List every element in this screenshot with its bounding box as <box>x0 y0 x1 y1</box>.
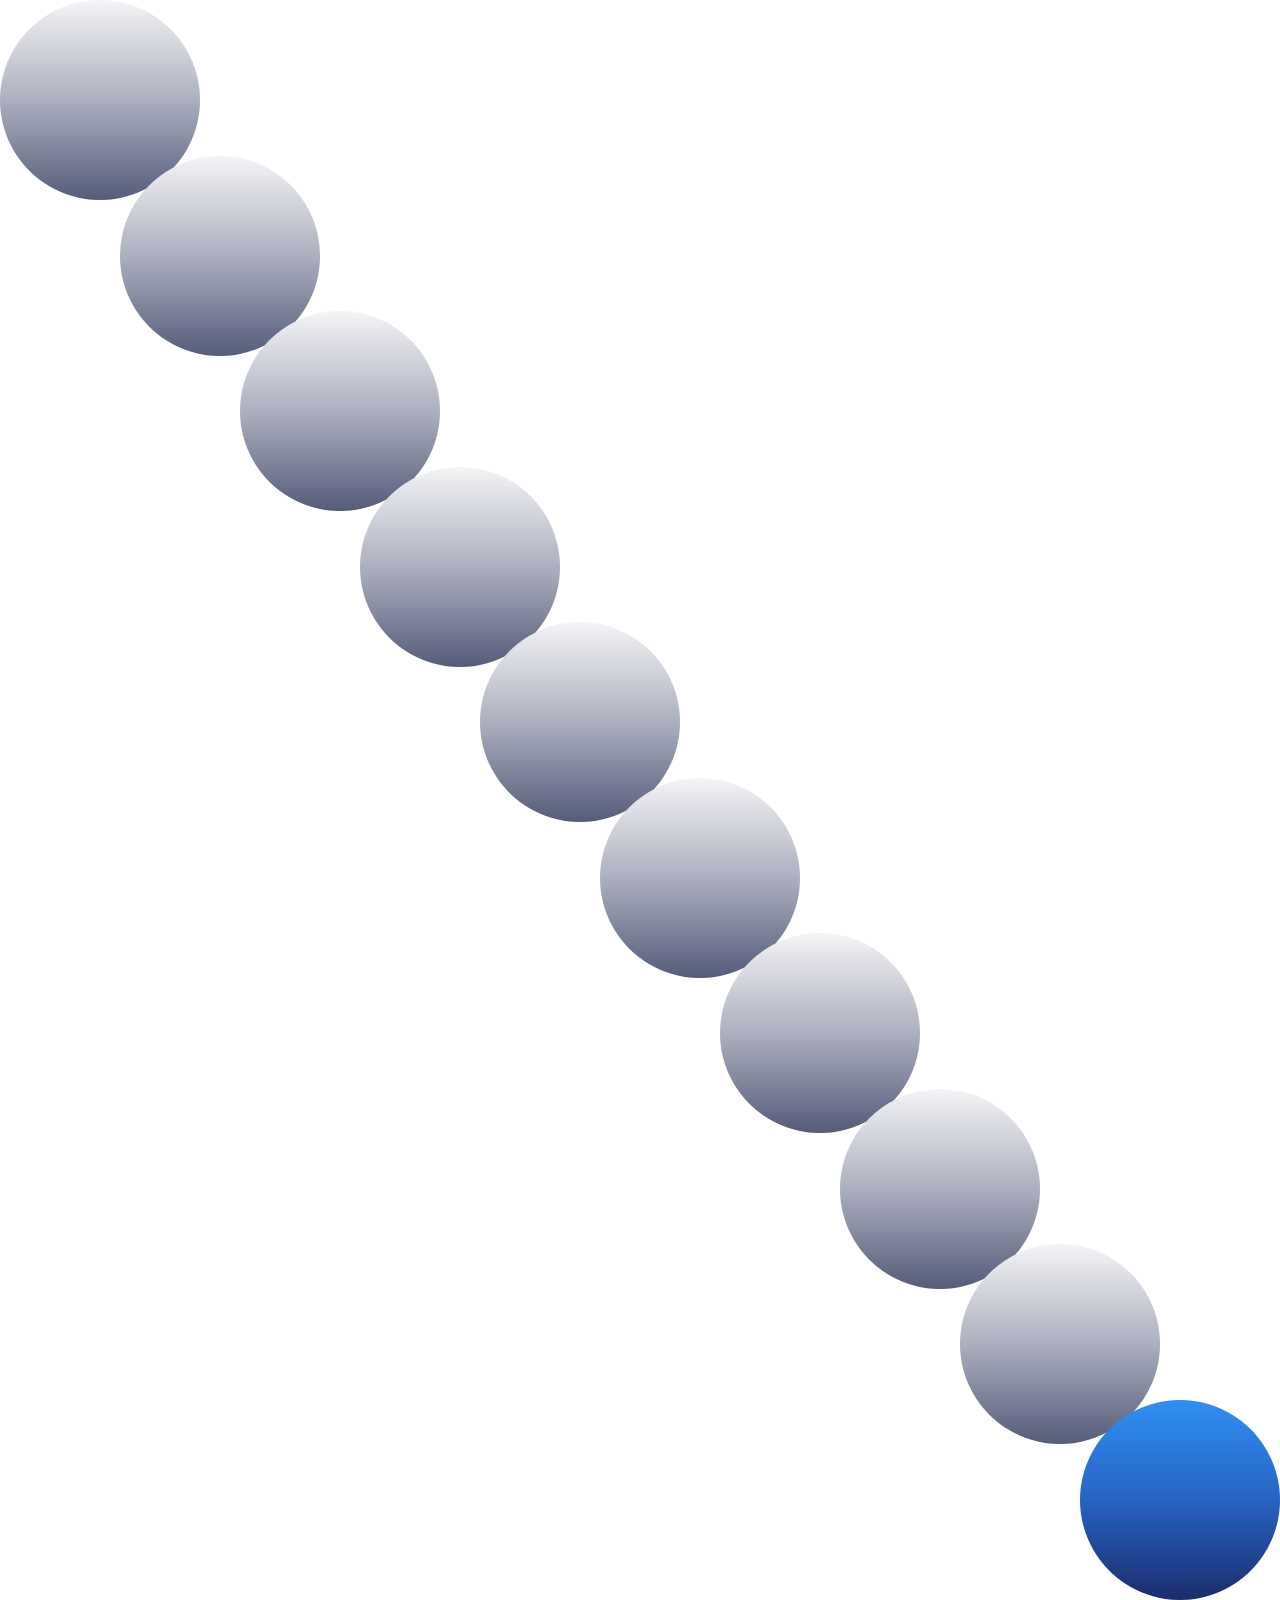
gray-circle <box>240 311 440 511</box>
gray-circle <box>960 1244 1160 1444</box>
gray-circle <box>480 622 680 822</box>
gray-circle <box>120 155 320 356</box>
gray-circle <box>0 0 200 200</box>
gray-circle <box>600 777 800 978</box>
gray-circle <box>720 933 920 1133</box>
gray-circle <box>360 466 560 667</box>
gray-circle <box>840 1088 1040 1289</box>
blue-circle <box>1080 1399 1280 1600</box>
